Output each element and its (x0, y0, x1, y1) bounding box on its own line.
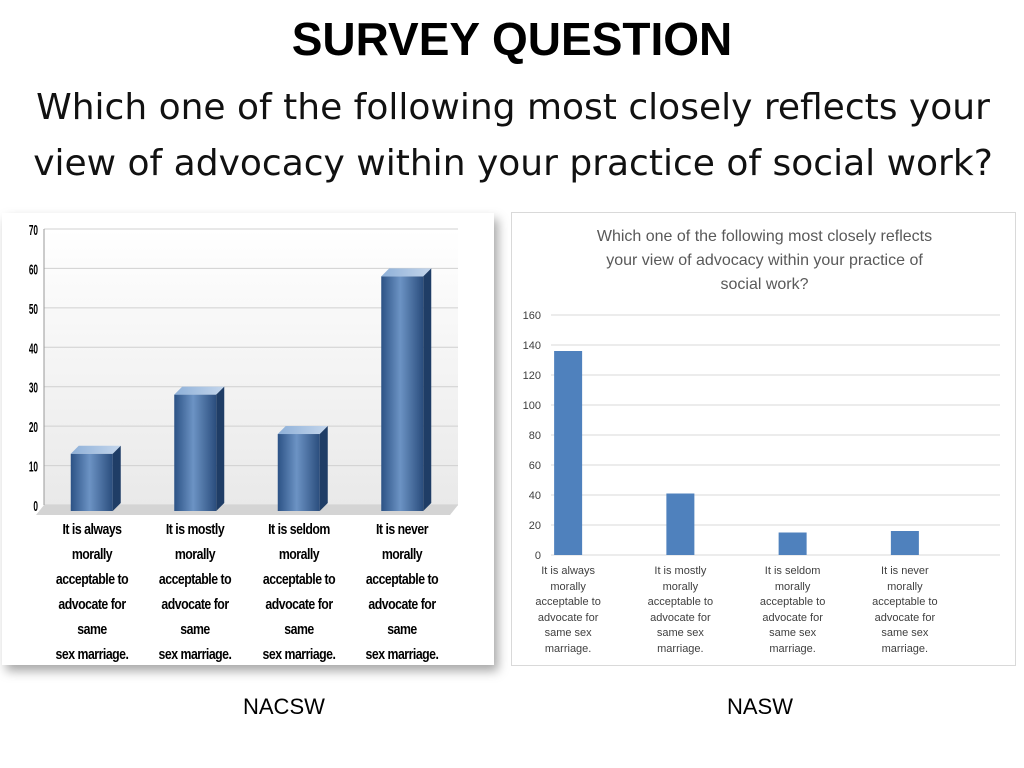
chart-title-line: social work? (720, 276, 809, 293)
y-tick-label: 100 (523, 400, 541, 412)
x-category-label-line: acceptable to (262, 571, 336, 588)
y-tick-label: 160 (523, 310, 541, 322)
bar-top-face (381, 268, 432, 277)
x-category-label-line: acceptable to (759, 596, 826, 608)
x-category-label: It is seldom morally acceptable to advocate… (756, 564, 830, 657)
bar (554, 351, 583, 555)
bar-side-face (423, 268, 432, 511)
chart-title-line: Which one of the following most closely … (596, 228, 933, 245)
x-category-label-line: same sex (769, 627, 817, 639)
y-tick-label: 10 (29, 458, 38, 475)
x-category-label-line: sex marriage. (158, 646, 232, 663)
bar-side-face (112, 445, 121, 511)
nacsw-caption: NACSW (243, 694, 325, 719)
y-tick-label: 20 (29, 419, 38, 436)
bar (890, 531, 919, 555)
x-category-label-line: It is seldom (764, 565, 821, 577)
x-category-label: It is mostly morally acceptable to advocate… (643, 564, 717, 657)
x-category-label: It is never morally acceptable to advocate … (868, 564, 942, 657)
x-category-label-line: same sex (544, 627, 592, 639)
x-category-label-line: acceptable to (159, 571, 232, 588)
x-category-label-line: It is never morally (376, 521, 429, 563)
y-tick-label: 40 (529, 490, 541, 502)
x-category-label-line: It is mostly (654, 565, 707, 577)
x-category-label-line: acceptable to (366, 571, 439, 588)
y-tick-label: 120 (523, 370, 541, 382)
chart-title-line: your view of advocacy within your practi… (606, 252, 923, 269)
y-tick-label: 0 (535, 550, 541, 562)
x-category-label-line: marriage. (881, 642, 929, 655)
x-category-label-line: morally (662, 580, 699, 593)
y-tick-label: 40 (29, 340, 38, 357)
bar (70, 453, 113, 511)
bar-side-face (216, 386, 225, 511)
nasw-chart-panel: Which one of the following most closely … (511, 212, 1016, 666)
nasw-caption: NASW (727, 694, 793, 719)
bar (174, 394, 217, 511)
x-category-label-line: It is always (541, 565, 596, 577)
x-category-label-line: It is mostly morally (166, 521, 225, 563)
nasw-chart: 0 20 40 60 80 100 120 140 160 (523, 310, 1000, 562)
y-tick-label: 50 (29, 300, 38, 317)
y-tick-label: 20 (529, 520, 541, 532)
y-tick-label: 0 (33, 497, 38, 514)
x-category-label: It is seldom morally acceptable to advocat… (258, 517, 340, 667)
x-category-label-line: advocate for same (368, 596, 437, 638)
x-category-label-line: morally (774, 580, 811, 593)
x-category-label-line: advocate for same (58, 596, 126, 638)
bar (381, 276, 424, 511)
bar-top-face (277, 426, 328, 435)
x-category-label-line: marriage. (657, 642, 704, 655)
y-tick-label: 140 (523, 340, 541, 352)
x-category-label: It is mostly morally acceptable to advocat… (154, 517, 236, 667)
y-tick-label: 80 (529, 430, 541, 442)
x-category-label-line: It is seldom morally (267, 521, 330, 563)
nacsw-chart-panel: 0 10 20 30 40 50 60 70 It is always morally acce… (2, 213, 494, 665)
x-category-label: It is always morally acceptable to advocat… (51, 517, 133, 667)
x-category-label-line: acceptable to (872, 596, 938, 608)
subtitle-line-1: Which one of the following most closely … (36, 87, 990, 128)
x-category-label-line: It is never (881, 565, 929, 577)
nasw-chart-title: Which one of the following most closely … (562, 225, 967, 297)
bar-top-face (70, 445, 121, 454)
slide-subtitle: Which one of the following most closely … (8, 80, 1018, 192)
y-tick-label: 60 (529, 460, 541, 472)
subtitle-line-2: view of advocacy within your practice of… (33, 143, 993, 184)
x-category-label-line: morally (550, 580, 586, 593)
bar (778, 532, 807, 555)
x-category-label-line: morally (887, 580, 923, 593)
x-category-label-line: acceptable to (55, 571, 129, 588)
y-tick-label: 60 (29, 261, 38, 278)
x-category-label-line: advocate for (762, 611, 823, 624)
bar-top-face (174, 386, 225, 395)
x-category-label: It is never morally acceptable to advocate… (361, 517, 443, 667)
bar-side-face (319, 426, 328, 511)
x-category-label-line: sex marriage. (365, 646, 439, 663)
x-category-label-line: advocate for same (161, 596, 230, 638)
y-tick-label: 30 (29, 379, 38, 396)
x-category-label-line: sex marriage. (262, 646, 336, 663)
bar (666, 493, 695, 555)
plot-floor (36, 505, 458, 515)
x-category-label-line: advocate for (650, 611, 711, 624)
x-category-label-line: acceptable to (535, 596, 601, 608)
x-category-label-line: same sex (881, 627, 929, 639)
x-category-label-line: advocate for (874, 611, 936, 624)
x-category-label-line: acceptable to (647, 596, 714, 608)
x-category-label-line: It is always morally (62, 521, 122, 563)
x-category-label: It is always morally acceptable to advocate… (531, 564, 605, 657)
bar (277, 434, 320, 511)
nacsw-chart: 0 10 20 30 40 50 60 70 (29, 221, 458, 515)
x-category-label-line: marriage. (769, 642, 816, 655)
x-category-label-line: marriage. (544, 642, 592, 655)
x-category-label-line: advocate for (537, 611, 599, 624)
y-tick-label: 70 (29, 221, 38, 238)
slide-title: SURVEY QUESTION (291, 13, 733, 65)
x-category-label-line: advocate for same (265, 596, 333, 638)
x-category-label-line: sex marriage. (55, 646, 129, 663)
x-category-label-line: same sex (656, 627, 704, 639)
